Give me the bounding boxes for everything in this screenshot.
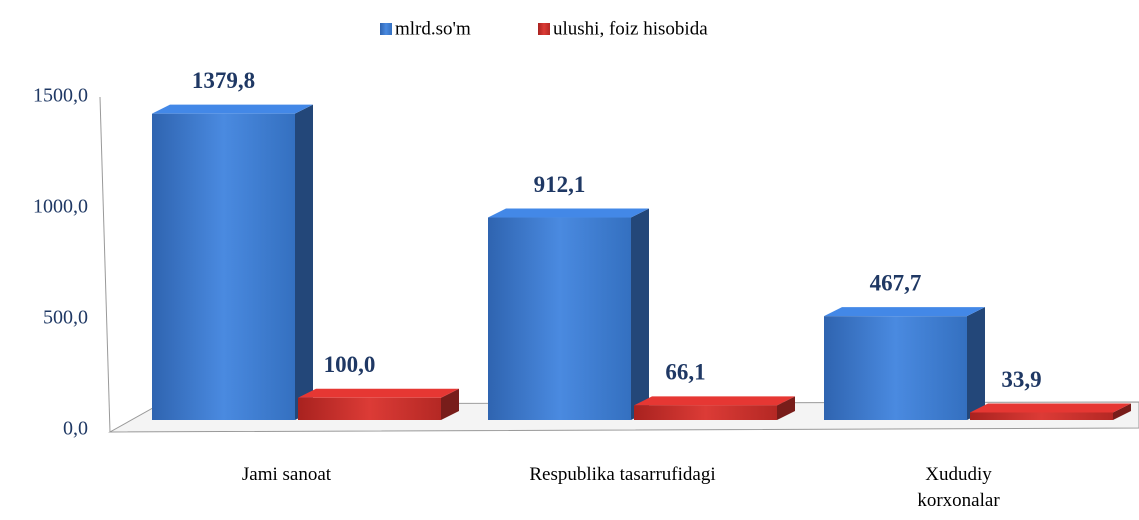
legend-label: ulushi, foiz hisobida (553, 18, 708, 39)
bar-top (488, 208, 649, 218)
bar (488, 217, 631, 420)
bar-side (777, 396, 795, 420)
y-tick-label: 0,0 (63, 418, 88, 440)
legend-swatch (380, 23, 392, 35)
value-label: 467,7 (870, 270, 922, 295)
bar-side (441, 388, 459, 420)
value-label: 1379,8 (192, 68, 255, 93)
bar-top (634, 396, 795, 406)
bar-top (298, 388, 459, 398)
value-label: 912,1 (534, 172, 586, 197)
x-tick-label: Xududiy korxonalar (917, 464, 1000, 511)
bar-side (967, 307, 985, 420)
legend-label: mlrd.so'm (395, 18, 471, 39)
bar (634, 405, 777, 420)
bar-top (970, 403, 1131, 413)
bar-top (824, 307, 985, 317)
bar (298, 397, 441, 420)
value-label: 66,1 (665, 360, 705, 385)
y-axis (99, 96, 111, 433)
bar (824, 316, 967, 420)
bar-top (152, 104, 313, 114)
bar-side (295, 104, 313, 421)
bar-side (631, 208, 649, 420)
y-tick-label: 1500,0 (33, 85, 88, 107)
x-tick-label: Respublika tasarrufidagi (529, 464, 716, 485)
x-tick-label: Jami sanoat (241, 464, 332, 485)
value-label: 100,0 (324, 352, 376, 377)
bar-side (1113, 403, 1131, 420)
bar (152, 113, 295, 421)
bar (970, 412, 1113, 420)
value-label: 33,9 (1001, 367, 1041, 392)
y-tick-label: 1000,0 (33, 196, 88, 218)
legend-swatch (538, 23, 550, 35)
y-tick-label: 500,0 (43, 307, 88, 329)
